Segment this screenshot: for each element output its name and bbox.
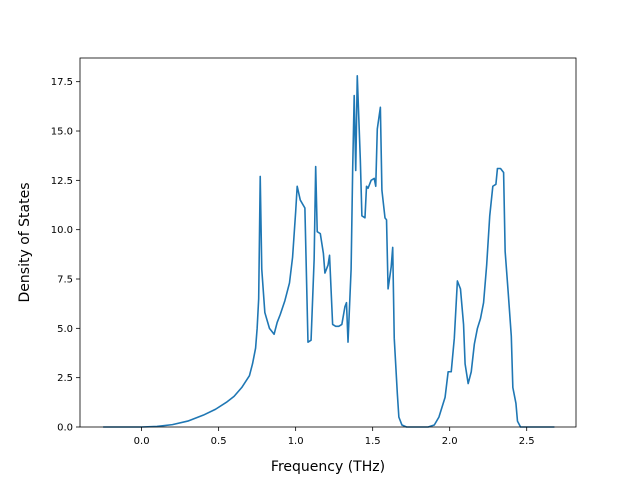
x-tick-label: 1.0 (288, 436, 304, 447)
y-axis: 0.0 2.5 5.0 7.5 10.0 12.5 15.0 17.5 (51, 77, 80, 434)
y-tick-label: 7.5 (57, 275, 73, 286)
y-tick-label: 10.0 (51, 225, 73, 236)
x-tick-label: 2.0 (442, 436, 458, 447)
y-tick-label: 17.5 (51, 77, 73, 88)
y-tick-label: 2.5 (57, 373, 73, 384)
plot-frame (79, 57, 577, 428)
dos-series-line-0 (103, 74, 555, 428)
plot-area (103, 74, 555, 428)
x-tick-label: 2.5 (519, 436, 535, 447)
y-tick-label: 5.0 (57, 324, 73, 335)
y-tick-label: 15.0 (51, 127, 73, 138)
x-tick-label: 1.5 (365, 436, 381, 447)
y-tick-label: 12.5 (51, 176, 73, 187)
x-tick-label: 0.5 (211, 436, 227, 447)
x-axis: 0.0 0.5 1.0 1.5 2.0 2.5 (134, 427, 535, 447)
x-axis-title: Frequency (THz) (271, 459, 385, 475)
x-tick-label: 0.0 (134, 436, 150, 447)
y-axis-title: Density of States (17, 183, 33, 303)
y-tick-label: 0.0 (57, 423, 73, 434)
